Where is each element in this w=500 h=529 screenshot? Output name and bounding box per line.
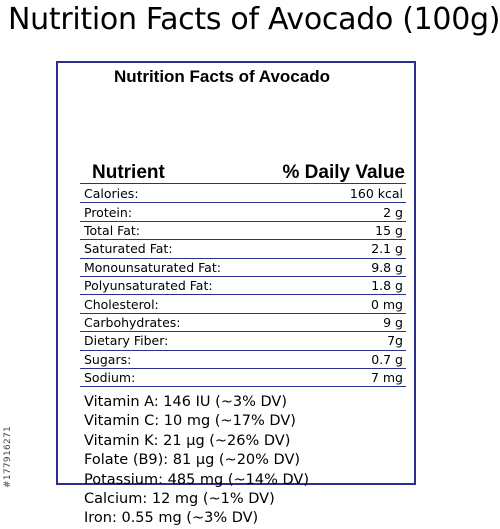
nutrient-value: 2.1 g [371,241,403,257]
table-row: Calories: 160 kcal [80,184,406,202]
nutrient-value: 0 mg [370,296,403,312]
nutrient-value: 0.7 g [371,351,403,367]
nutrient-name: Polyunsaturated Fat: [84,278,213,294]
page-headline: Nutrition Facts of Avocado (100g) [8,2,500,37]
nutrient-value: 15 g [375,222,403,238]
nutrient-name: Dietary Fiber: [84,333,169,349]
list-item: Folate (B9): 81 µg (~20% DV) [84,452,301,469]
table-row: Monounsaturated Fat: 9.8 g [80,257,406,276]
nutrient-name: Protein: [84,204,133,220]
nutrient-name: Sugars: [84,351,132,367]
nutrient-name: Saturated Fat: [84,241,173,257]
nutrient-name: Total Fat: [84,222,140,238]
nutrient-value: 2 g [383,204,403,220]
nutrient-value: 7g [387,333,403,349]
nutrition-label-panel: Nutrition Facts of Avocado Nutrient % Da… [56,61,416,526]
table-row: Polyunsaturated Fat: 1.8 g [80,275,406,294]
nutrient-name: Carbohydrates: [84,314,181,330]
table-row: Sodium: 7 mg [80,367,406,386]
list-item: Iron: 0.55 mg (~3% DV) [84,510,259,527]
daily-value-column-header: % Daily Value [282,162,405,183]
table-row: Protein: 2 g [80,202,406,220]
list-item: Potassium: 485 mg (~14% DV) [84,471,309,488]
nutrient-value: 9.8 g [371,259,403,275]
vitamin-list: Vitamin A: 146 IU (~3% DV) Vitamin C: 10… [84,393,309,529]
nutrient-name: Sodium: [84,370,136,386]
list-item: Vitamin K: 21 µg (~26% DV) [84,432,291,449]
list-item: Calcium: 12 mg (~1% DV) [84,491,275,508]
table-row: Carbohydrates: 9 g [80,312,406,331]
nutrient-name: Calories: [84,185,139,201]
nutrient-value: 7 mg [370,370,403,386]
table-row: Total Fat: 15 g [80,220,406,239]
nutrient-value: 9 g [383,314,403,330]
nutrient-name: Cholesterol: [84,296,159,312]
table-row: Saturated Fat: 2.1 g [80,239,406,257]
table-row: Sugars: 0.7 g [80,349,406,368]
table-row: Dietary Fiber: 7g [80,331,406,349]
panel-title: Nutrition Facts of Avocado [114,67,330,86]
nutrient-value: 1.8 g [371,278,403,294]
table-row: Cholesterol: 0 mg [80,294,406,312]
nutrient-name: Monounsaturated Fat: [84,259,221,275]
stock-id-watermark: #177916271 [3,425,13,488]
list-item: Vitamin A: 146 IU (~3% DV) [84,394,287,410]
list-item: Vitamin C: 10 mg (~17% DV) [84,413,296,430]
nutrient-column-header: Nutrient [92,162,165,183]
nutrient-table: Calories: 160 kcal Protein: 2 g Total Fat:… [80,183,406,388]
nutrient-value: 160 kcal [349,185,403,201]
